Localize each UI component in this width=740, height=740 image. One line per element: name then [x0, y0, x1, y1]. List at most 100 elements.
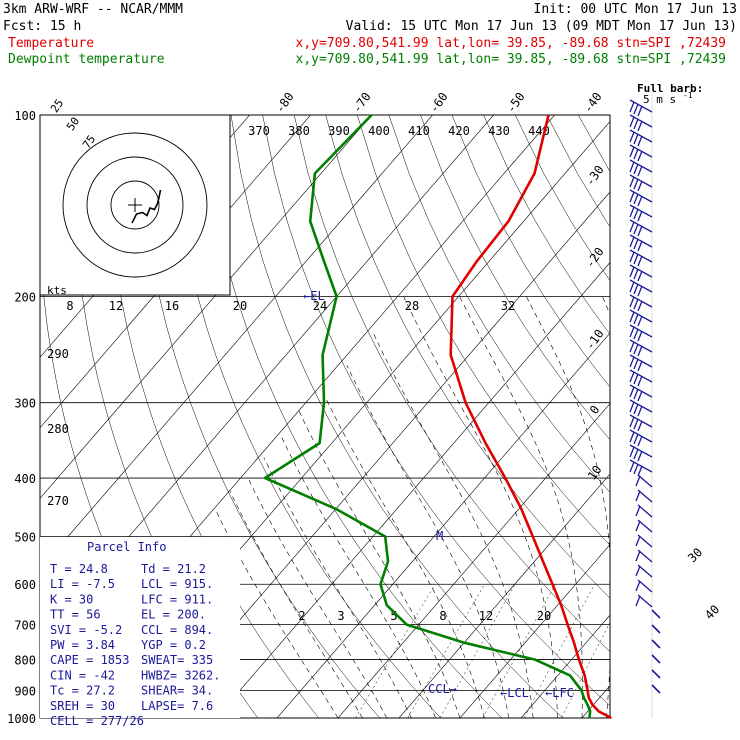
wind-barb-flag [629, 176, 635, 188]
wind-barb-flag [635, 490, 641, 502]
dry-adiabat-line [262, 115, 610, 707]
wind-barb-shaft [637, 474, 653, 488]
hodograph-ring-label: 75 [80, 133, 98, 151]
dewpoint-legend: Dewpoint temperature [8, 52, 165, 67]
temperature-profile [449, 114, 612, 720]
wind-barb-flag [637, 255, 643, 267]
pressure-labels: 100 200 300 400 500 600 700 800 900 1000 [7, 109, 36, 726]
wind-barb-flag [629, 206, 635, 218]
moist-adiabat-line [247, 477, 388, 718]
wind-barb-flag [633, 373, 639, 385]
wind-barb-shaft [637, 549, 653, 563]
wind-barb-flag [637, 210, 643, 222]
wind-barb-flag [629, 221, 635, 233]
sounding-profiles [263, 114, 612, 720]
isotherm-label: 40 [702, 602, 722, 622]
wind-barb-flag [629, 326, 635, 338]
parcel-param-right: SWEAT= 335 [141, 653, 213, 667]
wind-barb-flag [637, 150, 643, 162]
wind-barb-flag [633, 178, 639, 190]
parcel-info-rows: T = 24.8 Td = 21.2 LI = -7.5 LCL = 915. K = … [50, 562, 220, 728]
dry-adiabat-line [293, 115, 610, 652]
dry-adiabat-line [642, 115, 740, 731]
wind-barb-flag [633, 253, 639, 265]
parcel-param-right: YGP = 0.2 [141, 638, 206, 652]
dry-adiabat-line [136, 115, 381, 718]
isotherm-line [398, 473, 610, 718]
dry-adiabat-line [230, 115, 564, 718]
moist-adiabat-line [280, 435, 436, 718]
pressure-label: 400 [14, 472, 36, 486]
parcel-param-right: LAPSE= 7.6 [141, 699, 213, 713]
wind-barb-flag [637, 360, 643, 372]
wind-barb-flag [637, 180, 643, 192]
parcel-param-left: K = 30 [50, 592, 93, 606]
parcel-param-left: CAPE = 1853 [50, 653, 129, 667]
parcel-param-right: EL = 200. [141, 608, 206, 622]
isotherm-label: -70 [350, 90, 374, 116]
forecast-hour: Fcst: 15 h [3, 19, 81, 34]
parcel-param-left: CIN = -42 [50, 668, 115, 682]
isotherm-line [40, 115, 311, 429]
parcel-param-left: CELL = 277/26 [50, 714, 144, 728]
dry-adiabat-line [514, 115, 610, 281]
mixing-ratio-label: 8 [439, 609, 446, 623]
moist-adiabat-line [655, 297, 691, 719]
level-annotations: ←EL M CCL→ ←LCL ←LFC [303, 289, 574, 700]
wind-barb-flag [637, 390, 643, 402]
mixing-ratio-line [355, 584, 436, 718]
temperature-location-info: x,y=709.80,541.99 lat,lon= 39.85, -89.68… [296, 36, 726, 51]
wind-barb-flag [633, 163, 639, 175]
wind-barb-flag [629, 461, 635, 473]
hodograph-axis-label: 8 [66, 299, 73, 313]
wind-barb-flag [633, 223, 639, 235]
dry-adiabat-line [325, 115, 610, 599]
full-barb-units: 5 m s [643, 93, 676, 106]
wind-barb-flag [633, 238, 639, 250]
hodograph-trace [131, 189, 162, 224]
pressure-label: 900 [14, 684, 36, 698]
isotherm-line [520, 614, 610, 718]
wind-barb-flag [633, 358, 639, 370]
wind-barb-shaft [637, 519, 653, 533]
model-title: 3km ARW-WRF -- NCAR/MMM [3, 2, 183, 17]
wind-barb-flag [633, 433, 639, 445]
wind-barb-flag [637, 375, 643, 387]
wind-barb-flag [637, 120, 643, 132]
wind-barb-flag [637, 105, 643, 117]
wind-barb-flag [637, 285, 643, 297]
isotherm-line [459, 544, 610, 718]
hodograph-axis-label: 16 [165, 299, 179, 313]
dry-adiabat-line [420, 115, 610, 441]
wind-barb-flag [633, 283, 639, 295]
pressure-label: 100 [14, 109, 36, 123]
moist-adiabat-line [704, 297, 740, 719]
wind-barb-flag [629, 296, 635, 308]
dry-adiabat-line [199, 115, 503, 718]
hodograph-ring [62, 132, 208, 278]
wind-barb-flag [633, 313, 639, 325]
hodograph-axis-label: 28 [405, 299, 419, 313]
theta-e-label: 390 [328, 124, 350, 138]
wind-barb-flag [629, 281, 635, 293]
dry-adiabat-line [388, 115, 610, 493]
wind-barb-flag [629, 416, 635, 428]
hodograph-ring [86, 156, 184, 254]
dewpoint-profile [263, 114, 592, 719]
theta-e-label: 380 [288, 124, 310, 138]
parcel-param-right: LFC = 911. [141, 592, 213, 606]
wind-barb-flag [633, 118, 639, 130]
wind-barb-flag [629, 341, 635, 353]
init-time: Init: 00 UTC Mon 17 Jun 13 [534, 2, 738, 17]
moist-adiabat-line [680, 297, 740, 719]
wind-barb-flag [629, 146, 635, 158]
isotherm-line [276, 332, 610, 718]
wind-barb-shaft [651, 669, 661, 679]
wind-barb-shaft [637, 564, 653, 578]
theta-e-label: 410 [408, 124, 430, 138]
lfc-marker: ←LFC [545, 686, 574, 700]
wind-barb-flag [637, 330, 643, 342]
parcel-param-left: Tc = 27.2 [50, 684, 115, 698]
hodograph-axis-label: 24 [313, 299, 327, 313]
